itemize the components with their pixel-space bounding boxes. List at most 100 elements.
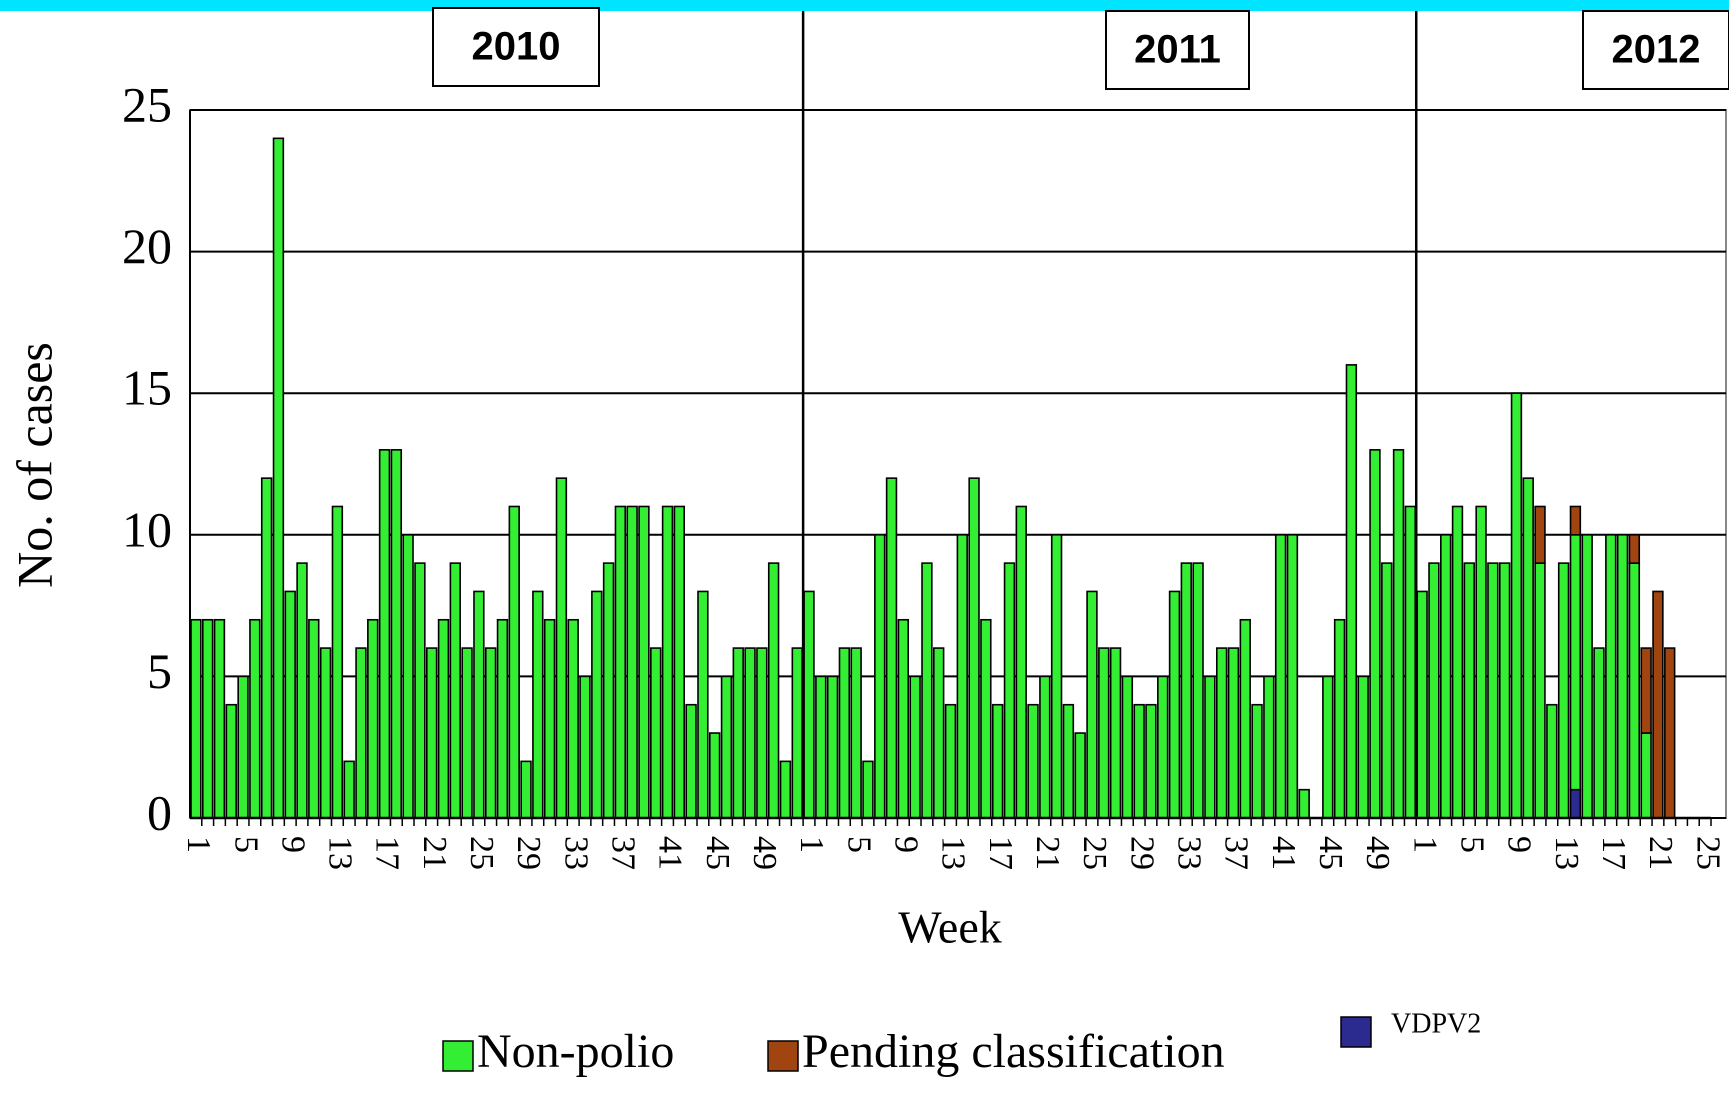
bar-segment — [473, 590, 485, 819]
bar-segment — [1664, 647, 1676, 819]
bar-segment — [355, 647, 367, 819]
bar-segment — [1333, 618, 1346, 819]
bar-segment — [685, 703, 697, 819]
bar-segment — [921, 562, 933, 819]
bar-segment — [1616, 533, 1629, 819]
bar-segment — [673, 505, 686, 819]
bar-segment — [1640, 647, 1652, 734]
bar-segment — [1392, 449, 1405, 819]
bar-segment — [1357, 675, 1369, 819]
bar-segment — [343, 760, 355, 819]
y-tick-label: 0 — [147, 784, 172, 840]
bar-segment — [331, 505, 344, 819]
bar-segment — [579, 675, 591, 819]
bar-segment — [697, 590, 709, 819]
bar-segment — [1074, 732, 1086, 819]
x-axis-title: Week — [898, 902, 1002, 953]
bar-segment — [437, 618, 450, 819]
y-tick-label: 10 — [122, 501, 172, 557]
bar-segment — [201, 618, 214, 819]
bar-segment — [756, 647, 768, 819]
x-tick-label: 1 — [793, 836, 830, 853]
x-tick-label: 21 — [416, 836, 453, 870]
bar-segment — [520, 760, 532, 819]
x-tick-label: 37 — [1218, 836, 1255, 870]
bar-segment — [591, 590, 603, 819]
bar-segment — [1133, 703, 1145, 819]
bar-segment — [1628, 562, 1641, 819]
bar-segment — [532, 590, 544, 819]
legend-swatch — [1340, 1016, 1372, 1048]
bar-segment — [779, 760, 792, 819]
bar-segment — [991, 703, 1004, 819]
bar-segment — [767, 562, 780, 819]
bar-segment — [508, 505, 520, 819]
bar-segment — [933, 647, 945, 819]
x-tick-label: 45 — [699, 836, 736, 870]
bar-segment — [1534, 505, 1546, 564]
bar-segment — [1345, 364, 1358, 819]
bar-segment — [190, 618, 202, 819]
x-tick-label: 17 — [982, 836, 1019, 870]
bar-segment — [1062, 703, 1075, 819]
bar-segment — [1369, 449, 1381, 819]
bar-segment — [838, 647, 851, 819]
bar-segment — [956, 533, 968, 819]
bar-segment — [1451, 505, 1464, 819]
x-tick-label: 13 — [322, 836, 359, 870]
bar-segment — [862, 760, 874, 819]
y-tick-label: 25 — [122, 76, 172, 132]
bar-segment — [1180, 562, 1193, 819]
bar-segment — [543, 618, 556, 819]
bar-segment — [1440, 533, 1452, 819]
x-tick-label: 13 — [935, 836, 972, 870]
legend-label: VDPV2 — [1391, 1008, 1481, 1039]
bar-segment — [1416, 590, 1428, 819]
x-tick-label: 25 — [1689, 836, 1726, 870]
bar-segment — [732, 647, 744, 819]
bar-segment — [626, 505, 638, 819]
bar-segment — [661, 505, 674, 819]
bar-segment — [402, 533, 414, 819]
bar-segment — [1204, 675, 1216, 819]
x-tick-label: 5 — [1453, 836, 1490, 853]
bar-segment — [272, 137, 285, 819]
bar-segment — [1652, 590, 1664, 819]
bar-segment — [308, 618, 320, 819]
bar-segment — [1098, 647, 1110, 819]
bar-segment — [484, 647, 497, 819]
bar-segment — [1050, 533, 1063, 819]
year-label: 2010 — [472, 25, 561, 69]
x-tick-label: 17 — [369, 836, 406, 870]
x-tick-label: 5 — [227, 836, 264, 853]
bar-segment — [367, 618, 379, 819]
y-tick-label: 5 — [147, 643, 172, 699]
x-tick-label: 21 — [1029, 836, 1066, 870]
bar-segment — [1286, 533, 1299, 819]
y-tick-label: 20 — [122, 218, 172, 274]
bar-segment — [803, 590, 815, 819]
bar-segment — [296, 562, 308, 819]
bar-segment — [1463, 562, 1475, 819]
bar-segment — [874, 533, 886, 819]
bar-segment — [390, 449, 403, 819]
legend-label: Pending classification — [802, 1025, 1225, 1078]
bar-segment — [1498, 562, 1511, 819]
bar-segment — [1086, 590, 1098, 819]
bar-segment — [496, 618, 509, 819]
bar-segment — [1581, 533, 1593, 819]
bar-segment — [567, 618, 579, 819]
x-tick-label: 9 — [888, 836, 925, 853]
bar-segment — [1487, 562, 1499, 819]
x-tick-label: 29 — [1123, 836, 1160, 870]
bar-segment — [1157, 675, 1169, 819]
bar-segment — [1534, 562, 1546, 819]
bar-segment — [850, 647, 862, 819]
x-tick-label: 17 — [1595, 836, 1632, 870]
bar-segment — [897, 618, 910, 819]
bar-segment — [1510, 392, 1523, 819]
bar-segment — [638, 505, 650, 819]
bar-segment — [1298, 788, 1310, 819]
bar-segment — [1640, 732, 1652, 819]
bar-segment — [1192, 562, 1204, 819]
